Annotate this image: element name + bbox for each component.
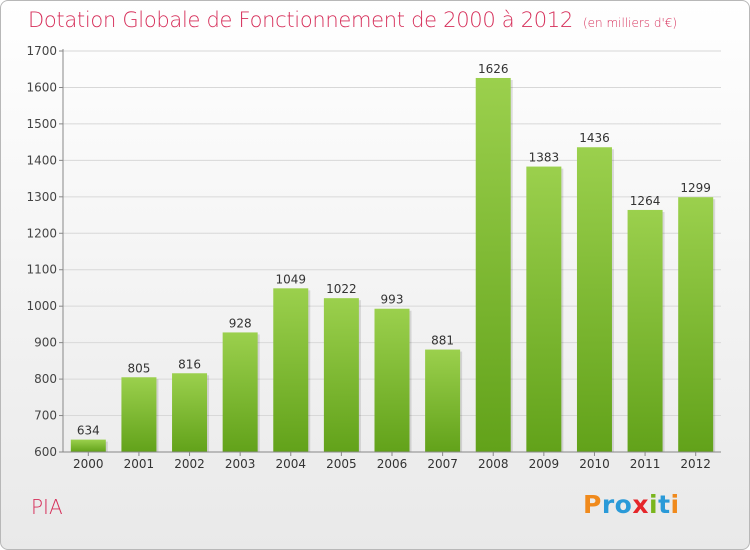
logo-letter: P xyxy=(583,490,602,519)
title-text: Dotation Globale de Fonctionnement de 20… xyxy=(28,8,573,32)
x-tick-label: 2007 xyxy=(427,457,458,471)
bar xyxy=(222,332,258,452)
y-tick-label: 1000 xyxy=(26,299,57,313)
x-tick-label: 2001 xyxy=(124,457,155,471)
axes: 600 700 800 900 1000 1100 1200 1300 1400 1500 1600… xyxy=(26,44,721,471)
y-tick-label: 800 xyxy=(34,372,57,386)
data-label: 1383 xyxy=(529,151,560,165)
bar xyxy=(70,439,106,452)
bar xyxy=(475,77,511,452)
bar xyxy=(425,349,461,452)
y-tick-label: 600 xyxy=(34,445,57,459)
data-label: 634 xyxy=(77,424,100,438)
y-tick-label: 1200 xyxy=(26,226,57,240)
x-tick-label: 2005 xyxy=(326,457,357,471)
data-label: 805 xyxy=(127,361,150,375)
bar xyxy=(576,147,612,453)
y-tick-label: 900 xyxy=(34,336,57,350)
data-label: 928 xyxy=(229,316,252,330)
bars xyxy=(70,77,716,453)
data-label: 993 xyxy=(381,293,404,307)
bar xyxy=(323,298,359,452)
chart-title: Dotation Globale de Fonctionnement de 20… xyxy=(28,8,677,32)
unit-note: (en milliers d'€) xyxy=(582,16,678,30)
bar xyxy=(374,308,410,452)
logo-letter: o xyxy=(614,490,633,519)
x-tick-label: 2010 xyxy=(579,457,610,471)
commune-name: PIA xyxy=(31,495,63,519)
logo-letter: x xyxy=(632,490,649,519)
bar xyxy=(627,209,663,452)
data-label: 816 xyxy=(178,357,201,371)
logo-letter: r xyxy=(601,490,615,519)
logo-letter: i xyxy=(649,490,659,519)
x-tick-label: 2003 xyxy=(225,457,256,471)
x-tick-label: 2000 xyxy=(73,457,104,471)
data-label: 881 xyxy=(431,334,454,348)
logo-letter: t xyxy=(658,490,671,519)
bar xyxy=(678,197,714,452)
data-label: 1022 xyxy=(326,282,357,296)
y-tick-label: 1700 xyxy=(26,44,57,58)
x-tick-label: 2011 xyxy=(630,457,661,471)
data-labels: 634 805 816 928 1049 1022 993 881 1626 1383 1436 12… xyxy=(77,62,711,438)
x-tick-label: 2006 xyxy=(377,457,408,471)
data-label: 1049 xyxy=(275,272,306,286)
bar xyxy=(526,166,562,452)
logo-letter: i xyxy=(670,490,680,519)
bar xyxy=(172,373,208,452)
x-tick-label: 2002 xyxy=(174,457,205,471)
y-tick-label: 1600 xyxy=(26,80,57,94)
x-tick-label: 2008 xyxy=(478,457,509,471)
proxiti-logo[interactable]: Proxiti xyxy=(583,490,680,519)
x-tick-label: 2012 xyxy=(680,457,711,471)
y-tick-label: 1100 xyxy=(26,263,57,277)
data-label: 1264 xyxy=(630,194,661,208)
data-label: 1299 xyxy=(680,181,711,195)
data-label: 1436 xyxy=(579,131,610,145)
data-label: 1626 xyxy=(478,62,509,76)
y-tick-label: 1400 xyxy=(26,153,57,167)
bar xyxy=(121,377,157,452)
y-tick-label: 700 xyxy=(34,409,57,423)
bar xyxy=(273,288,309,452)
x-tick-label: 2004 xyxy=(275,457,306,471)
y-tick-label: 1300 xyxy=(26,190,57,204)
x-tick-label: 2009 xyxy=(529,457,560,471)
y-tick-label: 1500 xyxy=(26,117,57,131)
